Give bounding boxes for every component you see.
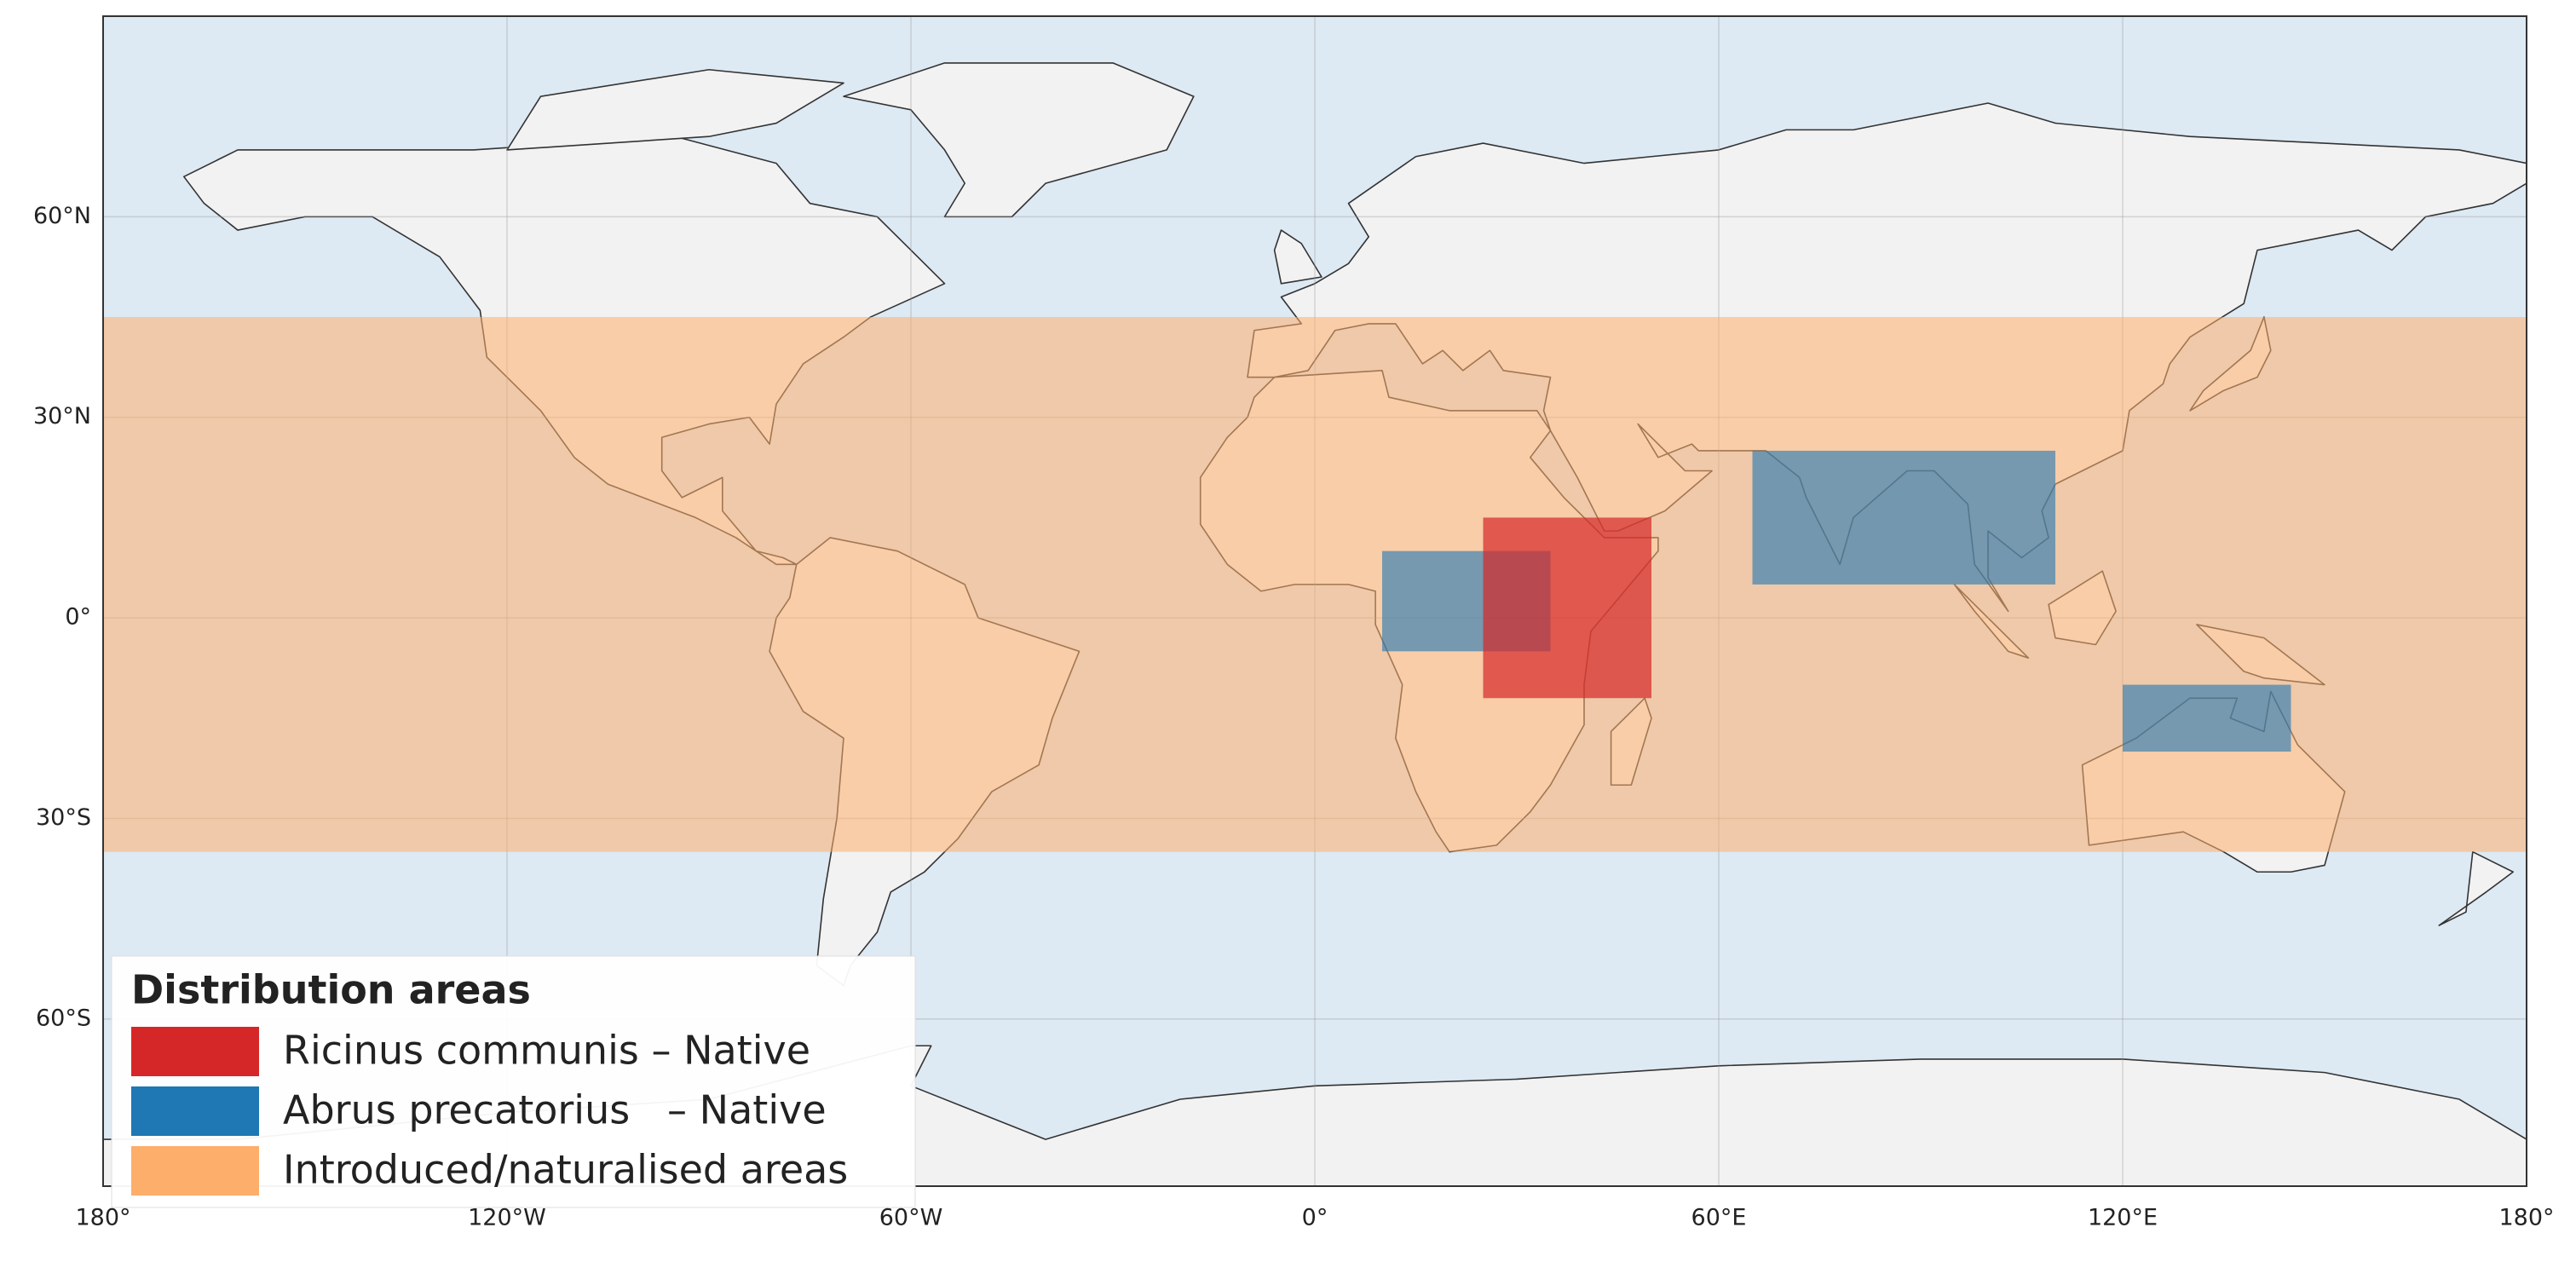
legend-label: Introduced/naturalised areas xyxy=(283,1147,848,1193)
x-tick-label: 60°W xyxy=(879,1205,943,1231)
greenland xyxy=(844,63,1194,216)
regions xyxy=(103,317,2527,852)
y-tick-label: 30°S xyxy=(36,804,91,831)
britain xyxy=(1275,230,1322,284)
y-tick-label: 60°S xyxy=(36,1005,91,1031)
legend: Distribution areas Ricinus communis – Nat… xyxy=(111,955,916,1208)
map-frame xyxy=(102,15,2527,1187)
x-tick-label: 120°W xyxy=(468,1205,546,1231)
x-tick-label: 120°E xyxy=(2088,1205,2158,1231)
legend-swatch xyxy=(131,1146,259,1196)
distribution-area xyxy=(103,317,2527,852)
distribution-area xyxy=(2123,684,2291,752)
x-tick-label: 180° xyxy=(75,1205,130,1231)
distribution-area xyxy=(1752,450,2055,585)
new-zealand xyxy=(2439,852,2513,925)
legend-label: Abrus precatorius – Native xyxy=(283,1087,827,1133)
legend-swatch xyxy=(131,1086,259,1136)
legend-title: Distribution areas xyxy=(131,967,531,1013)
arctic-islands xyxy=(507,70,844,150)
y-tick-label: 60°N xyxy=(33,203,91,229)
y-tick-label: 0° xyxy=(65,604,91,631)
x-tick-label: 0° xyxy=(1302,1205,1328,1231)
x-tick-label: 60°E xyxy=(1691,1205,1747,1231)
y-tick-label: 30°N xyxy=(33,403,91,429)
map-area xyxy=(103,16,2527,1186)
ticks: 180° 120°W 60°W 0° 60°E 120°E 180° 60°N 30°N 0° 30… xyxy=(33,203,2555,1231)
legend-label: Ricinus communis – Native xyxy=(283,1028,810,1074)
x-tick-label: 180° xyxy=(2498,1205,2554,1231)
distribution-area xyxy=(1483,517,1651,699)
legend-swatch xyxy=(131,1027,259,1076)
